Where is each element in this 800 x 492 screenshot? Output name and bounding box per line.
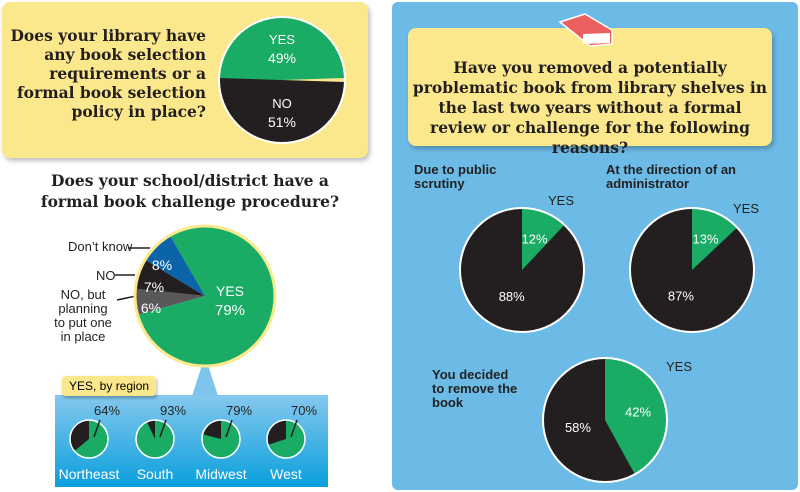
yes-value: 42% bbox=[625, 405, 651, 420]
slice-value: 8% bbox=[152, 257, 172, 273]
leader-line bbox=[290, 419, 298, 438]
book-icon bbox=[558, 13, 613, 47]
region-pie-yes bbox=[136, 420, 174, 458]
pie-border bbox=[69, 419, 109, 459]
yes-value: 12% bbox=[522, 231, 548, 246]
label-no-planning: NO, but planning to put one in place bbox=[54, 287, 112, 344]
pie-border bbox=[459, 207, 585, 333]
pie-slice bbox=[137, 226, 275, 366]
label-no: NO bbox=[96, 268, 116, 283]
region-tag: YES, by region bbox=[62, 376, 157, 396]
pie-slice bbox=[135, 259, 205, 296]
no-value: 58% bbox=[565, 420, 591, 435]
pie-slice-yes bbox=[605, 358, 667, 475]
challenge-procedure-question: Does your school/district have a formal … bbox=[40, 171, 340, 211]
region-name: South bbox=[136, 466, 174, 482]
pie-slice bbox=[134, 288, 205, 315]
region-name: Midwest bbox=[195, 466, 247, 482]
slice-label: NO bbox=[272, 96, 292, 111]
leader-line bbox=[159, 419, 167, 438]
leader-lines bbox=[115, 247, 150, 301]
pie-border bbox=[135, 419, 175, 459]
removal-question: Have you removed a potentially problemat… bbox=[412, 58, 768, 157]
slice-value: 49% bbox=[268, 50, 296, 66]
region-value: 93% bbox=[160, 403, 186, 418]
pie-slice-yes bbox=[692, 208, 738, 270]
region-value: 70% bbox=[291, 403, 317, 418]
yes-value: 13% bbox=[693, 232, 719, 247]
selection-policy-question: Does your library have any book selectio… bbox=[10, 26, 206, 121]
region-pie-yes bbox=[267, 420, 305, 458]
yes-label: YES bbox=[548, 193, 575, 208]
slice-value: 79% bbox=[215, 302, 245, 319]
pie-border bbox=[629, 207, 755, 333]
no-value: 87% bbox=[668, 289, 694, 304]
no-value: 88% bbox=[499, 289, 525, 304]
region-value: 64% bbox=[94, 403, 120, 418]
slice-value: 51% bbox=[268, 114, 296, 130]
reason-label: Due to public scrutiny bbox=[414, 162, 497, 191]
slice-label: YES bbox=[216, 283, 244, 299]
pie-border bbox=[133, 224, 277, 368]
reason-label: You decided to remove the book bbox=[432, 367, 518, 410]
region-pie-yes bbox=[202, 420, 241, 458]
pie-slice bbox=[145, 235, 205, 296]
pie-border bbox=[266, 419, 306, 459]
label-dont-know: Don’t know bbox=[68, 239, 133, 254]
yes-label: YES bbox=[666, 359, 693, 374]
reason-label: At the direction of an administrator bbox=[606, 162, 736, 191]
slice-value: 6% bbox=[141, 300, 161, 316]
yes-label: YES bbox=[733, 201, 760, 216]
pie-border bbox=[218, 16, 346, 144]
pie-border bbox=[201, 419, 241, 459]
pie-slice-no bbox=[219, 74, 345, 144]
region-name: Northeast bbox=[58, 466, 120, 482]
region-name: West bbox=[270, 466, 302, 482]
pie-slice-yes bbox=[219, 17, 345, 80]
leader-line bbox=[93, 419, 101, 438]
pie-border bbox=[542, 357, 668, 483]
removal-question-box bbox=[408, 28, 772, 146]
region-value: 79% bbox=[226, 403, 252, 418]
pie-slice-yes bbox=[522, 208, 565, 270]
slice-value: 7% bbox=[144, 279, 164, 295]
region-pointer bbox=[192, 356, 218, 396]
leader-line bbox=[225, 419, 233, 438]
region-pie-yes bbox=[74, 420, 108, 458]
slice-label: YES bbox=[269, 32, 295, 47]
